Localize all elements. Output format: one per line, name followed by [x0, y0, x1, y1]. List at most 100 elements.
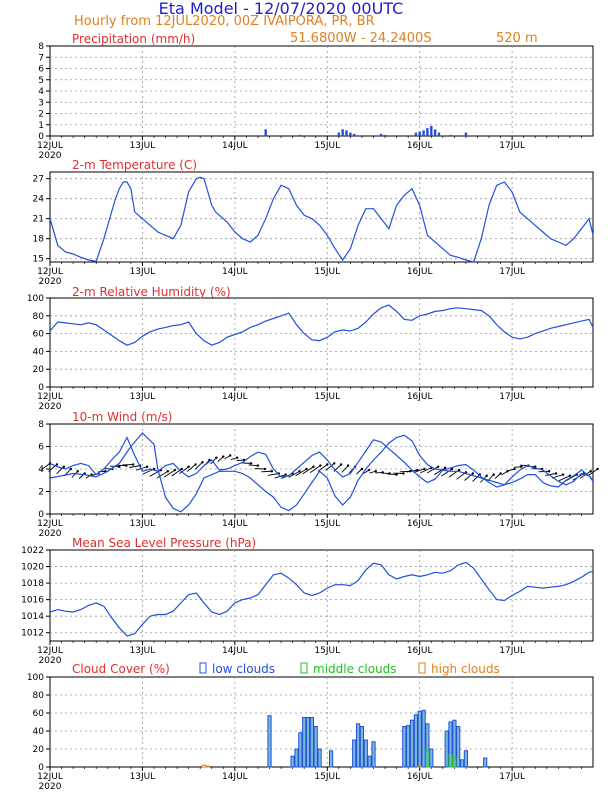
wind-barb-head [305, 467, 308, 471]
low-cloud-bar [317, 748, 322, 768]
wind-barb [538, 470, 550, 473]
y-tick-label: 100 [27, 294, 44, 304]
wind-barb-head [367, 468, 371, 472]
series-line [49, 304, 594, 346]
low-cloud-bar [421, 709, 426, 768]
low-cloud-bar [417, 710, 422, 768]
precip-bar [345, 130, 348, 136]
wind-barb [217, 456, 224, 462]
wind-barb-head [339, 463, 343, 466]
x-year-label: 2020 [39, 656, 62, 666]
x-tick-label: 12JUL [37, 267, 63, 277]
x-tick-label: 14JUL [222, 519, 248, 529]
y-tick-label: 1 [38, 121, 44, 131]
low-cloud-bar [444, 730, 449, 768]
panel-title: Precipitation (mm/h) [72, 32, 195, 46]
chart-subtitle: Hourly from 12JUL2020, 00Z IVAIPORA, PR,… [74, 14, 375, 29]
low-cloud-bar [302, 717, 307, 768]
wind-barb [356, 468, 363, 475]
precip-bar [464, 132, 468, 136]
wind-barb-head [589, 470, 592, 473]
wind-barb-head [492, 473, 495, 476]
precip-bar [430, 125, 433, 136]
x-tick-label: 15JUL [314, 267, 340, 277]
wind-barb [420, 467, 432, 474]
y-tick-label: 0 [38, 763, 44, 773]
x-tick-label: 13JUL [130, 392, 156, 402]
low-cloud-bar [313, 726, 318, 768]
middle-cloud-bar [448, 753, 453, 768]
middle-cloud-bar [425, 750, 430, 768]
chart-title: Eta Model - 12/07/2020 00UTC [159, 0, 404, 18]
wind-barb-head [229, 454, 232, 457]
wind-barb-head [249, 462, 253, 465]
series-line-wind [49, 436, 594, 488]
y-tick-label: 0 [38, 383, 44, 393]
y-tick-label: 1020 [21, 563, 44, 573]
low-cloud-bar [356, 723, 361, 768]
wind-barb-head [402, 472, 405, 475]
x-tick-label: 17JUL [499, 772, 525, 782]
series-line [49, 176, 594, 263]
y-tick-label: 0 [38, 510, 44, 520]
low-cloud-bar [463, 750, 468, 768]
high-cloud-bar [205, 765, 211, 768]
y-tick-label: 40 [33, 727, 45, 737]
legend-label: low clouds [212, 662, 275, 676]
wind-barb [387, 473, 397, 476]
y-tick-label: 24 [33, 195, 45, 205]
wind-barb-head [596, 467, 599, 471]
low-cloud-bar [367, 755, 372, 768]
low-cloud-bar [402, 726, 407, 768]
precip-bar [433, 129, 437, 137]
wind-barb [433, 467, 446, 476]
legend-swatch [199, 662, 207, 674]
wind-barb [186, 464, 196, 472]
low-cloud-bar [267, 715, 272, 768]
wind-barb [122, 464, 134, 466]
wind-barb [156, 470, 169, 479]
low-cloud-bar [309, 717, 314, 768]
y-tick-label: 6 [38, 65, 44, 75]
wind-barb [267, 473, 279, 476]
y-tick-label: 1012 [21, 629, 44, 639]
x-tick-label: 17JUL [499, 267, 525, 277]
wind-barb [441, 468, 453, 477]
precip-bar [449, 134, 452, 136]
x-tick-label: 14JUL [222, 772, 248, 782]
y-tick-label: 21 [33, 215, 44, 225]
precip-bar [264, 129, 267, 137]
wind-barb [558, 475, 571, 482]
wind-barb [341, 465, 349, 473]
x-tick-label: 16JUL [407, 267, 433, 277]
x-tick-label: 16JUL [407, 646, 433, 656]
x-tick-label: 12JUL [37, 392, 63, 402]
wind-barb-head [374, 470, 377, 473]
y-tick-label: 2 [38, 110, 44, 120]
low-cloud-bar [371, 741, 376, 768]
x-tick-label: 12JUL [37, 646, 63, 656]
wind-barb-head [256, 464, 260, 467]
wind-barb [426, 466, 439, 474]
wind-barb-head [450, 467, 454, 471]
wind-barb-head [457, 468, 461, 472]
wind-barb [210, 457, 217, 465]
x-tick-label: 15JUL [314, 519, 340, 529]
y-tick-label: 5 [38, 76, 44, 86]
x-year-label: 2020 [39, 151, 62, 161]
wind-barb-head [395, 473, 398, 476]
legend-swatch [300, 662, 308, 674]
wind-barb [302, 466, 314, 475]
wind-barb-head [520, 465, 523, 468]
y-tick-label: 1016 [21, 596, 44, 606]
x-tick-label: 16JUL [407, 772, 433, 782]
x-tick-label: 13JUL [130, 646, 156, 656]
legend-label: middle clouds [313, 662, 397, 676]
x-tick-label: 12JUL [37, 519, 63, 529]
station-elevation: 520 m [496, 31, 538, 46]
panel-frame [49, 171, 594, 263]
precip-bar [299, 134, 302, 136]
precip-bar [414, 132, 418, 136]
panel-title: Cloud Cover (%) [72, 662, 170, 676]
y-tick-label: 20 [33, 365, 45, 375]
